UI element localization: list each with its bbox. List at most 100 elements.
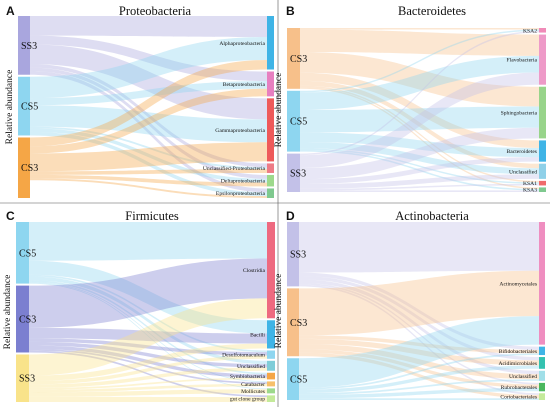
source-label: CS5 <box>21 102 38 113</box>
source-node-cs3 <box>287 28 300 89</box>
target-label: Clostridia <box>243 268 266 274</box>
link-ss3-to-ksa1 <box>300 183 539 191</box>
link-ss3-to-betaproteobacteria <box>30 35 267 82</box>
panel-letter: C <box>6 209 15 223</box>
y-axis-label: Relative abundance <box>274 73 284 148</box>
link-cs3-to-acidimicrobiales <box>299 338 539 366</box>
link-cs3-to-bifidobacteriales <box>299 335 539 354</box>
link-ss3-to-acidimicrobiales <box>299 275 539 361</box>
target-label: Unclassified <box>509 168 537 175</box>
link-cs3-to-flavobacteria <box>300 29 539 56</box>
link-ss3-to-bifidobacteriales <box>299 272 539 350</box>
y-axis-label: Relative abundance <box>274 274 284 349</box>
source-label: SS3 <box>21 41 37 52</box>
link-cs3-to-alphaproteobacteria <box>30 59 267 147</box>
link-cs3-to-deltaproteobacteria <box>30 174 267 187</box>
source-label: CS5 <box>290 117 307 128</box>
target-label: Unclassified <box>509 373 537 380</box>
target-node-gut-clone-group <box>267 395 275 402</box>
source-label: CS5 <box>290 375 307 386</box>
target-label: Symbiobacteria <box>230 374 266 380</box>
link-cs5-to-sphingobacteria <box>300 106 539 133</box>
target-label: Flavobacteria <box>507 58 538 64</box>
source-label: SS3 <box>290 168 306 179</box>
panel-title: Actinobacteria <box>395 209 469 223</box>
target-label: Catabacter <box>241 382 265 388</box>
target-label: Sphingobacteria <box>501 111 538 117</box>
panel-title: Bacteroidetes <box>398 4 466 18</box>
target-label: Alphaproteobacteria <box>219 41 265 47</box>
link-cs3-to-actinomycetales <box>299 270 539 336</box>
link-ss3-to-gut-clone-group <box>29 396 267 402</box>
target-label: Bacteroidetes <box>507 149 537 155</box>
link-ss3-to-actinomycetales <box>299 222 539 273</box>
y-axis-label: Relative abundance <box>5 70 15 145</box>
link-cs5-to-alphaproteobacteria <box>30 37 267 99</box>
target-node-ksa3 <box>539 187 546 192</box>
source-node-cs3 <box>16 285 29 353</box>
source-node-cs5 <box>18 76 30 136</box>
source-node-ss3 <box>18 16 30 75</box>
link-cs3-to-ksa2 <box>300 28 539 30</box>
target-label: KSA2 <box>523 28 537 34</box>
link-cs5-to-flavobacteria <box>300 55 539 110</box>
links <box>30 16 267 198</box>
target-node-deltaproteobacteria <box>267 174 274 187</box>
link-ss3-to-alphaproteobacteria <box>30 16 267 38</box>
source-node-cs3 <box>287 288 299 357</box>
link-cs3-to-ksa1 <box>300 85 539 183</box>
panel-letter: B <box>286 4 295 18</box>
link-cs3-to-ksa3 <box>300 87 539 189</box>
link-ss3-to-unclassified <box>299 279 539 375</box>
panel-d: D Actinobacteria Relative abundance SS3 CS3 C… <box>274 209 545 401</box>
link-cs3-to-coriobacteriales <box>299 352 539 399</box>
target-node-rubrobacterales <box>539 382 545 392</box>
source-node-cs5 <box>287 90 300 152</box>
link-cs5-to-bacteroidetes <box>300 132 539 158</box>
target-node-ksa2 <box>539 28 546 33</box>
target-node-mollicutes <box>267 388 275 394</box>
source-node-ss3 <box>287 153 300 192</box>
link-ss3-to-flavobacteria <box>300 72 539 168</box>
source-label: CS3 <box>290 318 307 329</box>
panel-letter: A <box>6 4 15 18</box>
link-cs5-to-ksa1 <box>300 148 539 184</box>
target-node-sphingobacteria <box>539 86 546 139</box>
panel-a: A Proteobacteria Relative abundance SS3 CS5 C… <box>5 4 274 198</box>
link-cs5-to-ksa3 <box>300 150 539 191</box>
link-ss3-to-rubrobacterales <box>299 282 539 385</box>
source-node-ss3 <box>16 354 29 402</box>
link-cs3-to-unclassified <box>299 344 539 380</box>
link-cs5-to-deltaproteobacteria <box>30 128 267 183</box>
link-ss3-to-unclassified <box>29 367 267 388</box>
target-label: KSA1 <box>523 181 537 187</box>
link-ss3-to-clostridia <box>29 298 267 376</box>
link-cs3-to-catabacter <box>29 348 267 384</box>
panel-title: Proteobacteria <box>119 4 192 18</box>
target-label: Unclassified <box>237 363 265 370</box>
target-label: Deltaproteobacteria <box>221 179 266 185</box>
link-cs3-to-unclassified <box>300 80 539 169</box>
target-node-bacilli <box>267 320 275 349</box>
link-cs3-to-rubrobacterales <box>299 349 539 388</box>
target-label: Bifidobacteriales <box>499 348 537 355</box>
link-ss3-to-ksa2 <box>300 31 539 156</box>
link-ss3-to-bacilli <box>29 343 267 381</box>
link-ss3-to-desulfotomaculum <box>29 355 267 385</box>
link-cs5-to-unclassified <box>299 379 539 395</box>
target-node-acidimicrobiales <box>539 357 545 369</box>
target-node-ksa1 <box>539 180 546 186</box>
link-cs5-to-epsilonproteobacteria <box>30 131 267 197</box>
source-label: SS3 <box>19 374 35 385</box>
target-node-clostridia <box>267 222 275 319</box>
link-ss3-to-coriobacteriales <box>299 284 539 395</box>
target-label: Mollicutes <box>241 389 265 395</box>
link-cs5-to-coriobacteriales <box>299 398 539 400</box>
source-label: CS3 <box>21 163 38 174</box>
link-ss3-to-deltaproteobacteria <box>30 67 267 179</box>
target-label: Unclassified-Proteobacteria <box>203 165 266 172</box>
y-axis-label: Relative abundance <box>3 275 13 350</box>
links <box>29 222 267 402</box>
link-cs5-to-actinomycetales <box>299 316 539 388</box>
link-cs3-to-bacteroidetes <box>300 72 539 148</box>
